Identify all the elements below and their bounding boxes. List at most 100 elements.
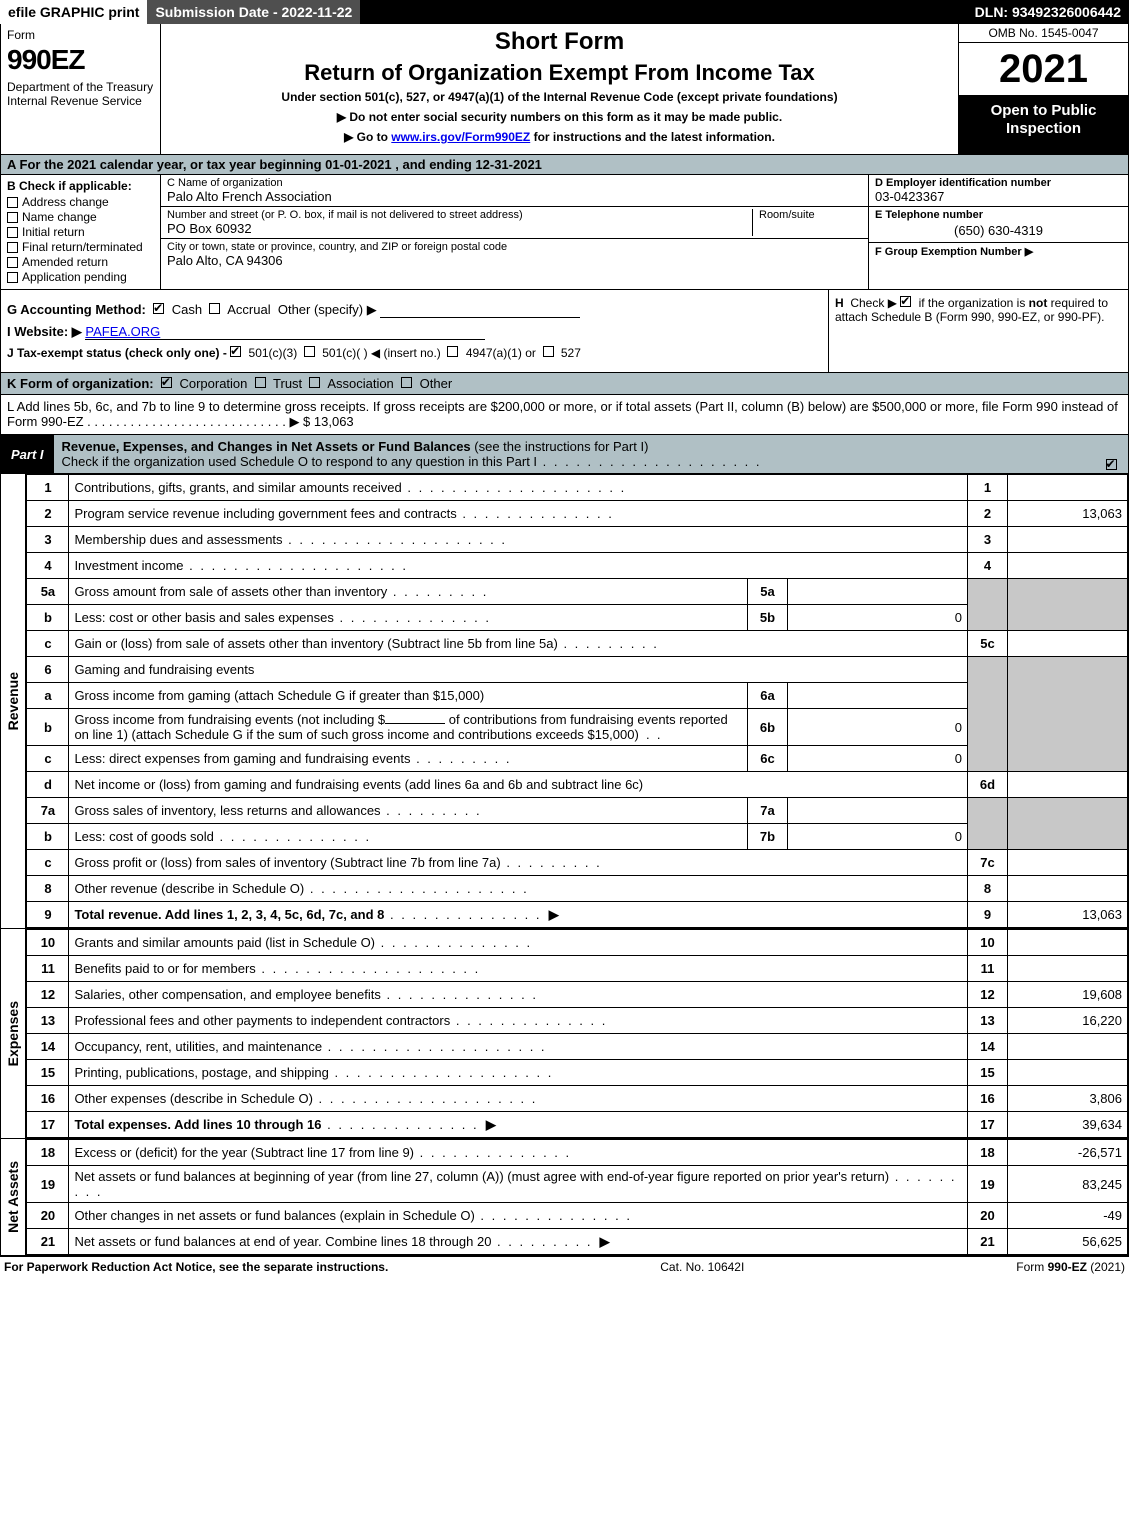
- i-label: I Website: ▶: [7, 324, 82, 339]
- section-d: D Employer identification number 03-0423…: [869, 175, 1128, 207]
- section-g: G Accounting Method: Cash Accrual Other …: [7, 302, 822, 318]
- dln-label: DLN: 93492326006442: [967, 0, 1129, 24]
- org-name-row: C Name of organization Palo Alto French …: [161, 175, 868, 207]
- section-c: C Name of organization Palo Alto French …: [161, 175, 868, 289]
- line-3: 3Membership dues and assessments3: [27, 527, 1128, 553]
- form-number: 990EZ: [7, 44, 154, 76]
- checkbox-icon[interactable]: [447, 346, 458, 357]
- info-right: D Employer identification number 03-0423…: [868, 175, 1128, 289]
- line-11: 11Benefits paid to or for members11: [27, 956, 1128, 982]
- section-b-label: B Check if applicable:: [7, 179, 154, 193]
- line-6a: aGross income from gaming (attach Schedu…: [27, 683, 1128, 709]
- irs-link[interactable]: www.irs.gov/Form990EZ: [391, 130, 530, 144]
- checkbox-icon[interactable]: [209, 303, 220, 314]
- section-h: H Check ▶ if the organization is not req…: [828, 290, 1128, 372]
- checkbox-icon[interactable]: [230, 346, 241, 357]
- section-l: L Add lines 5b, 6c, and 7b to line 9 to …: [0, 395, 1129, 435]
- chk-initial-return[interactable]: Initial return: [7, 225, 154, 239]
- website-link[interactable]: PAFEA.ORG: [85, 324, 485, 340]
- chk-application-pending[interactable]: Application pending: [7, 270, 154, 284]
- line-6d: dNet income or (loss) from gaming and fu…: [27, 772, 1128, 798]
- city-label: City or town, state or province, country…: [167, 241, 507, 253]
- line-16: 16Other expenses (describe in Schedule O…: [27, 1086, 1128, 1112]
- checkbox-icon[interactable]: [1106, 459, 1117, 470]
- form-header: Form 990EZ Department of the Treasury In…: [0, 24, 1129, 155]
- open-to-public: Open to Public Inspection: [959, 96, 1128, 154]
- part1-header: Part I Revenue, Expenses, and Changes in…: [0, 435, 1129, 474]
- header-center: Short Form Return of Organization Exempt…: [161, 24, 958, 154]
- page-footer: For Paperwork Reduction Act Notice, see …: [0, 1256, 1129, 1277]
- line-7a: 7aGross sales of inventory, less returns…: [27, 798, 1128, 824]
- chk-amended-return[interactable]: Amended return: [7, 255, 154, 269]
- part1-checkbox-cell: [1098, 435, 1128, 473]
- revenue-table: 1Contributions, gifts, grants, and simil…: [26, 474, 1128, 928]
- checkbox-icon[interactable]: [309, 377, 320, 388]
- line-8: 8Other revenue (describe in Schedule O)8: [27, 876, 1128, 902]
- city-row: City or town, state or province, country…: [161, 239, 868, 289]
- checkbox-icon[interactable]: [255, 377, 266, 388]
- part1-subtitle: Check if the organization used Schedule …: [62, 454, 538, 469]
- checkbox-icon[interactable]: [304, 346, 315, 357]
- footer-right: Form 990-EZ (2021): [1016, 1260, 1125, 1274]
- j-label: J Tax-exempt status (check only one) -: [7, 346, 230, 360]
- checkbox-icon[interactable]: [153, 303, 164, 314]
- org-name-label: C Name of organization: [167, 177, 862, 189]
- group-exemption-label: F Group Exemption Number ▶: [875, 245, 1122, 258]
- checkbox-icon[interactable]: [161, 377, 172, 388]
- line-9: 9Total revenue. Add lines 1, 2, 3, 4, 5c…: [27, 902, 1128, 928]
- ein-label: D Employer identification number: [875, 177, 1122, 189]
- line-4: 4Investment income4: [27, 553, 1128, 579]
- submission-date: Submission Date - 2022-11-22: [147, 0, 360, 24]
- ghij-left: G Accounting Method: Cash Accrual Other …: [1, 290, 828, 372]
- subtitle: Under section 501(c), 527, or 4947(a)(1)…: [169, 90, 950, 104]
- revenue-block: Revenue 1Contributions, gifts, grants, a…: [0, 474, 1129, 929]
- line-7c: cGross profit or (loss) from sales of in…: [27, 850, 1128, 876]
- line-12: 12Salaries, other compensation, and empl…: [27, 982, 1128, 1008]
- section-b: B Check if applicable: Address change Na…: [1, 175, 161, 289]
- checkbox-icon: [7, 257, 18, 268]
- header-left: Form 990EZ Department of the Treasury In…: [1, 24, 161, 154]
- checkbox-icon[interactable]: [401, 377, 412, 388]
- chk-address-change[interactable]: Address change: [7, 195, 154, 209]
- chk-final-return[interactable]: Final return/terminated: [7, 240, 154, 254]
- line-2: 2Program service revenue including gover…: [27, 501, 1128, 527]
- line-18: 18Excess or (deficit) for the year (Subt…: [27, 1140, 1128, 1166]
- g-label: G Accounting Method:: [7, 302, 146, 317]
- tel-label: E Telephone number: [875, 209, 1122, 221]
- top-bar: efile GRAPHIC print Submission Date - 20…: [0, 0, 1129, 24]
- footer-left: For Paperwork Reduction Act Notice, see …: [4, 1260, 388, 1274]
- sections-ghij: G Accounting Method: Cash Accrual Other …: [0, 290, 1129, 373]
- part1-badge: Part I: [1, 435, 54, 473]
- checkbox-icon[interactable]: [543, 346, 554, 357]
- line-7b: bLess: cost of goods sold7b0: [27, 824, 1128, 850]
- line-19: 19Net assets or fund balances at beginni…: [27, 1166, 1128, 1203]
- omb-number: OMB No. 1545-0047: [959, 24, 1128, 43]
- line-13: 13Professional fees and other payments t…: [27, 1008, 1128, 1034]
- line-20: 20Other changes in net assets or fund ba…: [27, 1203, 1128, 1229]
- expenses-side-label: Expenses: [1, 929, 26, 1138]
- checkbox-icon: [7, 212, 18, 223]
- net-assets-side-label: Net Assets: [1, 1139, 26, 1255]
- section-k: K Form of organization: Corporation Trus…: [0, 373, 1129, 395]
- line-5a: 5aGross amount from sale of assets other…: [27, 579, 1128, 605]
- efile-label: efile GRAPHIC print: [0, 0, 147, 24]
- chk-name-change[interactable]: Name change: [7, 210, 154, 224]
- part1-title-note: (see the instructions for Part I): [471, 439, 649, 454]
- section-e: E Telephone number (650) 630-4319: [869, 207, 1128, 243]
- street-label: Number and street (or P. O. box, if mail…: [167, 209, 752, 221]
- line-21: 21Net assets or fund balances at end of …: [27, 1229, 1128, 1255]
- section-f: F Group Exemption Number ▶: [869, 243, 1128, 289]
- checkbox-icon[interactable]: [900, 296, 911, 307]
- line-1: 1Contributions, gifts, grants, and simil…: [27, 475, 1128, 501]
- header-right: OMB No. 1545-0047 2021 Open to Public In…: [958, 24, 1128, 154]
- line-6: 6Gaming and fundraising events: [27, 657, 1128, 683]
- part1-title: Revenue, Expenses, and Changes in Net As…: [62, 439, 471, 454]
- footer-center: Cat. No. 10642I: [660, 1260, 744, 1274]
- checkbox-icon: [7, 242, 18, 253]
- expenses-block: Expenses 10Grants and similar amounts pa…: [0, 929, 1129, 1139]
- section-j: J Tax-exempt status (check only one) - 5…: [7, 346, 822, 360]
- section-i: I Website: ▶ PAFEA.ORG: [7, 324, 822, 340]
- part1-title-area: Revenue, Expenses, and Changes in Net As…: [54, 435, 1098, 473]
- street-value: PO Box 60932: [167, 221, 752, 236]
- line-14: 14Occupancy, rent, utilities, and mainte…: [27, 1034, 1128, 1060]
